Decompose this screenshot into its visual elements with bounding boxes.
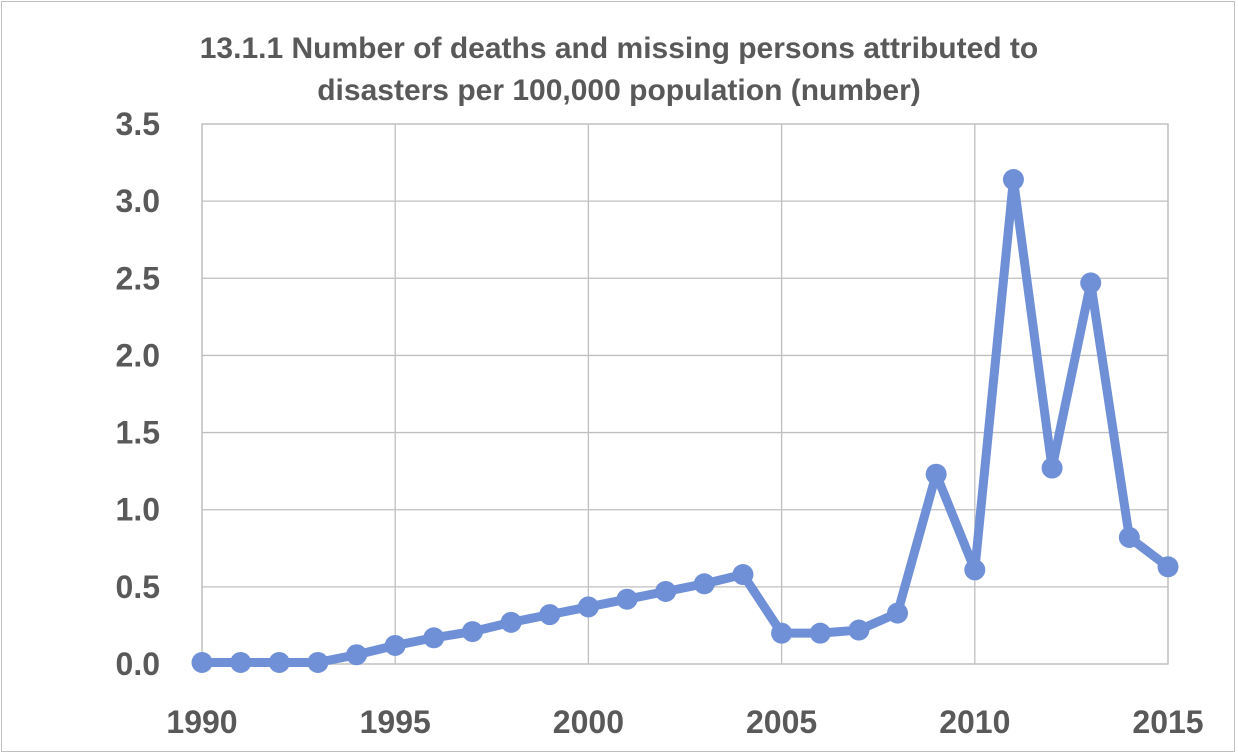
y-tick-label: 3.0 xyxy=(116,183,160,219)
data-series xyxy=(191,169,1179,673)
data-point xyxy=(848,619,870,641)
data-point xyxy=(1118,526,1140,548)
data-point xyxy=(616,588,638,610)
data-point xyxy=(1080,272,1102,294)
y-tick-label: 1.0 xyxy=(116,492,160,528)
data-point xyxy=(693,573,715,595)
x-tick-label: 2005 xyxy=(746,704,817,740)
chart-title-line-2: disasters per 100,000 population (number… xyxy=(317,74,921,107)
chart-title-line-1: 13.1.1 Number of deaths and missing pers… xyxy=(199,32,1039,65)
data-point xyxy=(384,634,406,656)
gridlines xyxy=(201,123,1169,665)
y-tick-label: 3.5 xyxy=(116,106,160,142)
data-point xyxy=(423,627,445,649)
data-point xyxy=(964,559,986,581)
data-point xyxy=(1002,169,1024,191)
data-point xyxy=(577,596,599,618)
data-point xyxy=(307,651,329,673)
data-point xyxy=(1041,457,1063,479)
x-axis-tick-labels: 1990 1995 2000 2005 2010 2015 xyxy=(166,704,1203,740)
data-point xyxy=(771,622,793,644)
data-point xyxy=(809,622,831,644)
chart-title: 13.1.1 Number of deaths and missing pers… xyxy=(0,28,1238,112)
data-point xyxy=(539,604,561,626)
data-point xyxy=(500,611,522,633)
y-tick-label: 0.5 xyxy=(116,569,160,605)
data-point xyxy=(1157,556,1179,578)
data-point xyxy=(230,651,252,673)
data-point xyxy=(461,621,483,643)
y-tick-label: 0.0 xyxy=(116,646,160,682)
data-point xyxy=(268,651,290,673)
x-tick-label: 2000 xyxy=(553,704,624,740)
plot-area-border xyxy=(201,123,1169,665)
y-tick-label: 1.5 xyxy=(116,415,160,451)
data-point xyxy=(925,463,947,485)
data-point xyxy=(346,644,368,666)
y-tick-label: 2.0 xyxy=(116,337,160,373)
y-tick-label: 2.5 xyxy=(116,260,160,296)
x-tick-label: 1990 xyxy=(166,704,237,740)
series-line xyxy=(197,175,1173,667)
x-tick-label: 2010 xyxy=(939,704,1010,740)
x-tick-label: 1995 xyxy=(360,704,431,740)
x-tick-label: 2015 xyxy=(1132,704,1203,740)
y-axis-tick-labels: 0.0 0.5 1.0 1.5 2.0 2.5 3.0 3.5 xyxy=(116,106,160,682)
data-point xyxy=(887,602,909,624)
data-point xyxy=(191,651,213,673)
data-point xyxy=(655,580,677,602)
data-point xyxy=(732,564,754,586)
